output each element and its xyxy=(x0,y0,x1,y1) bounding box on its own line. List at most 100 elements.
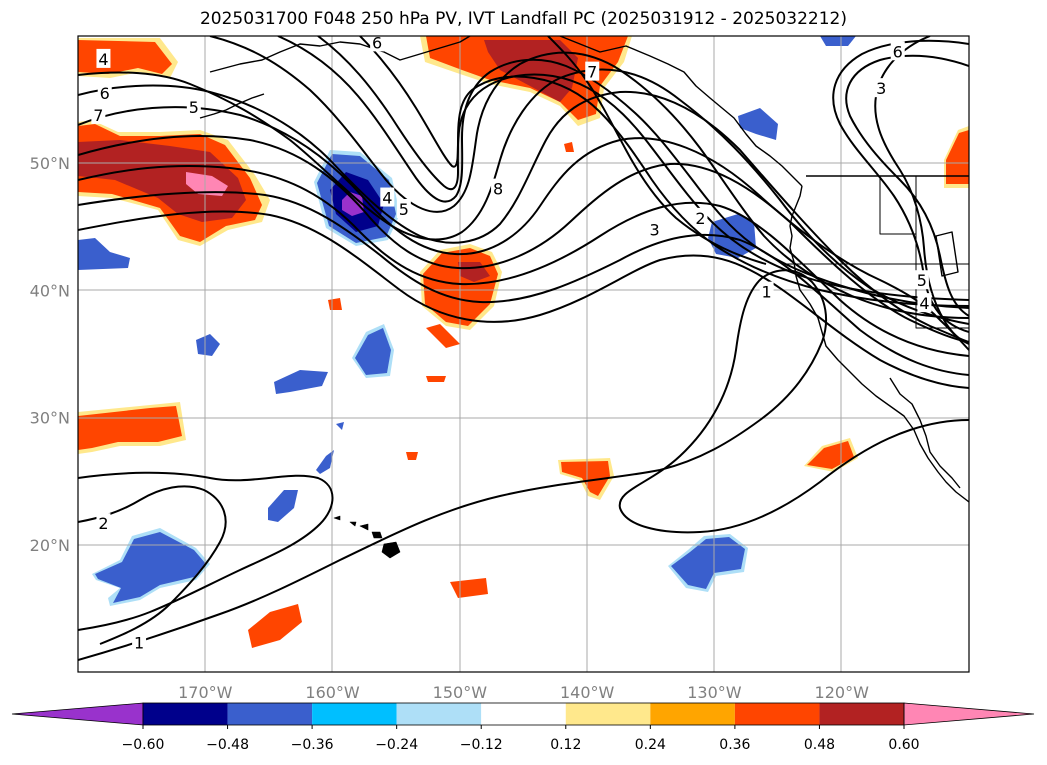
ivt-negative-region xyxy=(316,450,334,474)
lon-tick-labels: 170°W 160°W 150°W 140°W 130°W 120°W xyxy=(178,683,869,702)
contour-label-halo xyxy=(132,632,147,652)
ivt-positive-region xyxy=(426,324,460,348)
colorbar-tick-label: 0.60 xyxy=(888,737,919,753)
contour-label: 4 xyxy=(98,50,108,69)
state-border xyxy=(786,176,969,329)
ivt-negative-region xyxy=(820,36,856,46)
colorbar-segment xyxy=(481,703,566,725)
pv-contour xyxy=(78,164,969,357)
contour-label: 5 xyxy=(917,271,927,290)
pv-contour xyxy=(78,191,969,376)
pv-contour xyxy=(78,84,969,343)
ivt-negative-region xyxy=(355,328,391,375)
contour-label: 7 xyxy=(93,106,103,125)
contour-label: 3 xyxy=(650,220,660,239)
contour-label: 2 xyxy=(98,514,108,533)
lat-tick-label: 40°N xyxy=(30,281,70,300)
pv-contour xyxy=(78,269,969,661)
pv-contour xyxy=(547,36,767,265)
map-title: 2025031700 F048 250 hPa PV, IVT Landfall… xyxy=(199,9,847,29)
colorbar-tick-label: 0.12 xyxy=(550,737,581,753)
ivt-positive-region xyxy=(78,406,182,450)
pv-contour xyxy=(845,54,969,317)
lat-tick-label: 20°N xyxy=(30,536,70,555)
map-frame xyxy=(77,35,970,673)
pv-contours xyxy=(78,36,969,661)
colorbar-segment xyxy=(565,703,651,725)
alaska-southcoast xyxy=(559,36,803,187)
colorbar-extend-low xyxy=(11,702,144,726)
pv-contour xyxy=(78,134,969,343)
contour-label: 6 xyxy=(372,33,382,52)
contour-label-halo xyxy=(914,270,929,290)
lon-tick-label: 150°W xyxy=(433,683,488,702)
lon-tick-label: 140°W xyxy=(560,683,615,702)
colorbar-tick-label: −0.24 xyxy=(375,737,418,753)
colorbar-segment xyxy=(312,703,397,725)
colorbar-tick-label: −0.60 xyxy=(122,737,165,753)
pv-contour xyxy=(78,106,969,351)
colorbar-outline xyxy=(142,702,905,726)
contour-label-halo xyxy=(97,83,112,103)
colorbar-segment xyxy=(819,703,904,725)
ivt-negative-region xyxy=(268,490,298,522)
ivt-negative-region xyxy=(196,334,220,356)
contour-label-halo xyxy=(186,97,201,117)
contour-label: 1 xyxy=(762,283,772,302)
pv-contour xyxy=(78,210,969,389)
colorbar-tick-label: −0.36 xyxy=(291,737,334,753)
colorbar-segment xyxy=(227,703,313,725)
pv-contour xyxy=(78,68,969,325)
lat-tick-label: 30°N xyxy=(30,409,70,428)
contour-label: 3 xyxy=(876,79,886,98)
coastlines xyxy=(199,36,969,559)
us-west-coast xyxy=(789,185,969,503)
lon-tick-label: 130°W xyxy=(687,683,742,702)
contour-label-halo xyxy=(96,48,111,68)
ivt-positive-region xyxy=(78,140,246,222)
ivt-positive-region xyxy=(564,142,574,152)
contour-label: 4 xyxy=(382,189,392,208)
contour-label-halo xyxy=(491,178,506,198)
pv-contour xyxy=(277,36,969,309)
lake xyxy=(935,231,959,277)
colorbar-tick-label: 0.48 xyxy=(804,737,835,753)
ivt-positive-region xyxy=(406,452,418,460)
contour-label: 5 xyxy=(189,98,199,117)
hawaii xyxy=(333,515,401,559)
contour-label: 7 xyxy=(587,63,597,82)
contour-label-halo xyxy=(585,61,600,81)
ivt-positive-region xyxy=(248,604,302,648)
contour-label: 6 xyxy=(893,42,903,61)
contour-label: 8 xyxy=(493,180,503,199)
ivt-negative-region xyxy=(95,532,206,603)
colorbar-segment xyxy=(734,703,820,725)
positive-shading xyxy=(78,36,969,648)
colorbar-tick-label: 0.36 xyxy=(719,737,750,753)
ivt-negative-region xyxy=(342,192,364,216)
colorbar-segment xyxy=(143,703,228,725)
pv-contour xyxy=(317,36,969,301)
pv-contour xyxy=(78,485,227,645)
contour-label-halo xyxy=(396,198,411,218)
contour-label: 2 xyxy=(695,209,705,228)
lon-tick-label: 120°W xyxy=(815,683,870,702)
contour-label-halo xyxy=(759,281,774,301)
contour-label-halo xyxy=(647,219,662,239)
contour-label-halo xyxy=(380,187,395,207)
ivt-positive-region xyxy=(807,441,854,469)
contour-label-halo xyxy=(370,36,385,52)
aleutians xyxy=(199,93,265,119)
contour-label: 5 xyxy=(399,200,409,219)
ivt-positive-region xyxy=(946,130,969,184)
ivt-negative-region xyxy=(738,108,778,140)
contour-label-halo xyxy=(91,104,106,124)
colorbar-segment xyxy=(650,703,735,725)
ivt-positive-region xyxy=(561,461,610,496)
pv-contour xyxy=(359,36,969,307)
contour-label-halo xyxy=(917,293,932,313)
contour-label-halo xyxy=(693,207,708,227)
colorbar: −0.60 −0.48 −0.36 −0.24 −0.12 0.12 0.24 0.36 0.4… xyxy=(11,702,1035,753)
